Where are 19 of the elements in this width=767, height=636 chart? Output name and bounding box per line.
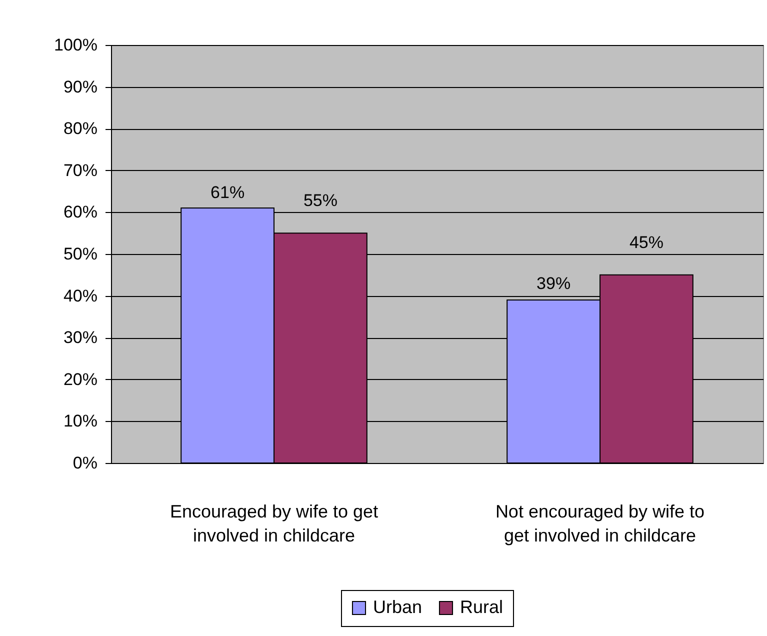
x-tick-label: Not encouraged by wife to get involved in childcare: [495, 502, 705, 546]
legend-label: Rural: [460, 597, 504, 617]
y-tick-label: 0%: [72, 454, 98, 472]
y-tick-label: 40%: [63, 286, 98, 306]
y-tick-label: 80%: [63, 119, 98, 138]
y-tick-label: 20%: [63, 370, 98, 389]
x-tick-label: Encouraged by wife to get involved in childcare: [170, 502, 378, 546]
y-tick-label: 70%: [63, 160, 98, 180]
data-label: 61%: [210, 183, 245, 202]
y-tick-label: 100%: [54, 36, 98, 54]
legend-label: Urban: [373, 597, 422, 617]
y-tick-label: 60%: [63, 202, 98, 222]
data-label: 39%: [536, 274, 571, 293]
y-tick-label: 50%: [63, 244, 98, 264]
data-label: 55%: [303, 191, 338, 210]
y-tick-label: 90%: [63, 77, 98, 96]
data-label: 45%: [629, 232, 664, 252]
y-tick-label: 10%: [63, 412, 98, 431]
y-tick-label: 30%: [63, 328, 98, 348]
